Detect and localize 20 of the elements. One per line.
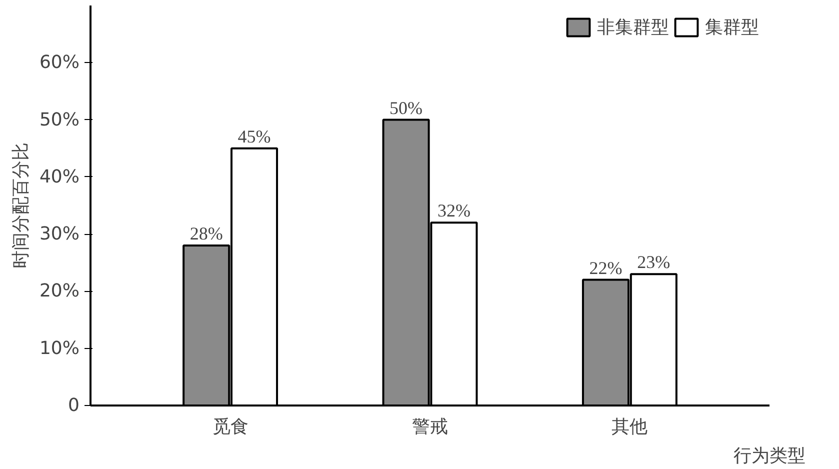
x-tick-label: 警戒: [412, 416, 448, 438]
legend-label: 集群型: [705, 16, 759, 39]
y-tick-label: 30%: [39, 224, 80, 245]
y-axis-title: 时间分配百分比: [10, 142, 32, 268]
x-axis-title: 行为类型: [734, 446, 806, 466]
y-tick-label: 20%: [39, 280, 80, 302]
y-tick-label: 50%: [39, 109, 80, 130]
legend-label: 非集群型: [597, 16, 669, 39]
data-label: 45%: [238, 126, 271, 146]
y-tick-label: 10%: [39, 338, 80, 359]
data-label: 23%: [637, 252, 670, 272]
data-label: 32%: [437, 200, 470, 221]
x-tick-label: 其他: [612, 416, 648, 438]
y-tick-label: 40%: [39, 166, 80, 188]
data-label: 28%: [190, 224, 223, 244]
x-tick-label: 觅食: [212, 416, 248, 438]
y-tick-label: 60%: [39, 52, 80, 74]
y-tick-label: 0: [68, 395, 80, 416]
data-label: 50%: [390, 98, 423, 118]
data-label: 22%: [589, 258, 622, 278]
